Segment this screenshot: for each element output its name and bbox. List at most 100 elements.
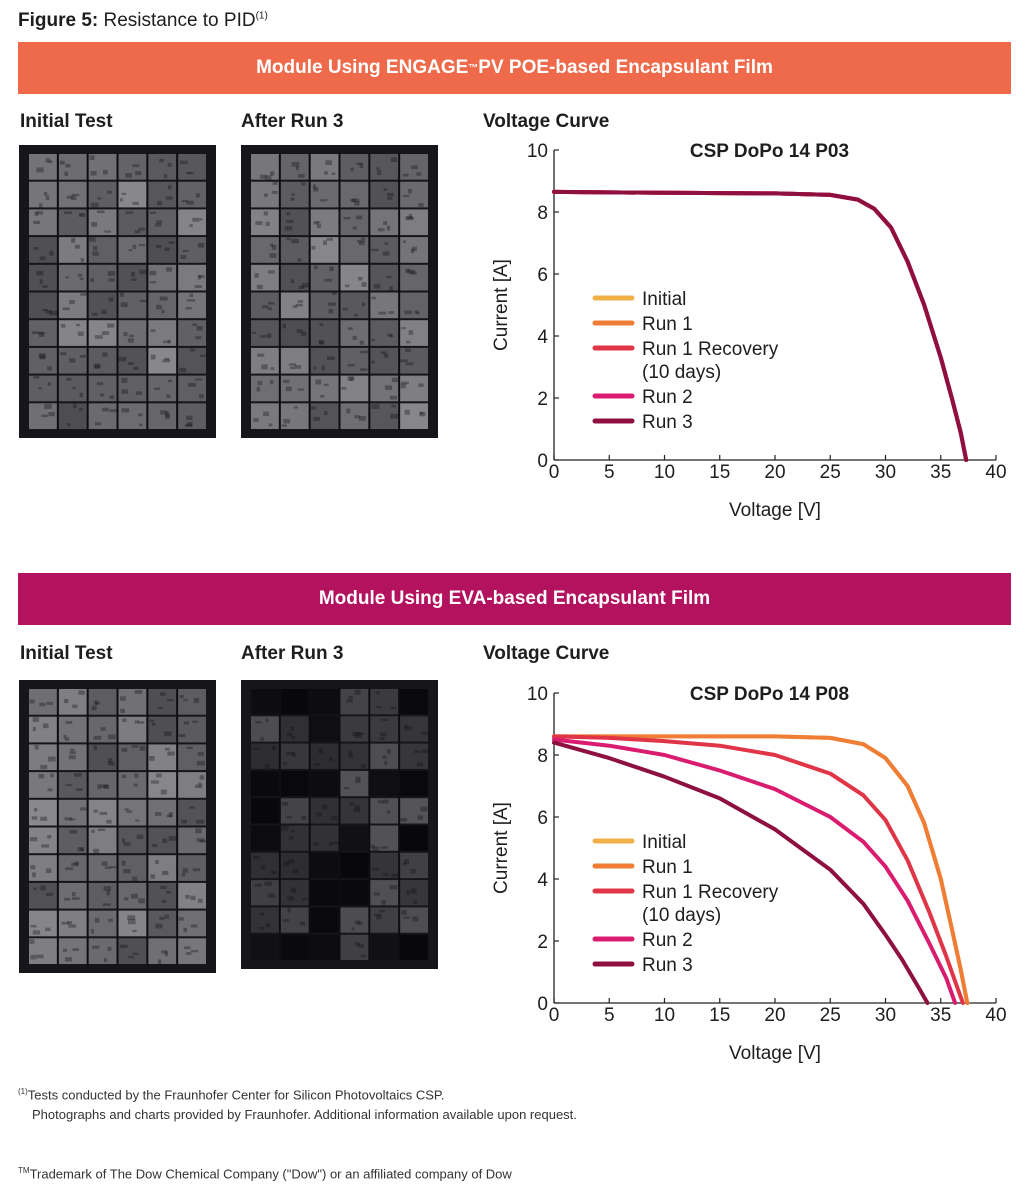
solar-cell bbox=[148, 347, 177, 374]
solar-cell bbox=[88, 320, 117, 346]
footnote-trademark: TMTrademark of The Dow Chemical Company … bbox=[18, 1166, 512, 1181]
cell-texture bbox=[382, 251, 390, 256]
cell-texture bbox=[381, 900, 387, 905]
cell-texture bbox=[412, 916, 419, 922]
solar-cell bbox=[118, 375, 147, 402]
solar-cell bbox=[280, 403, 309, 429]
cell-texture bbox=[319, 340, 325, 345]
cell-texture bbox=[316, 223, 322, 229]
cell-texture bbox=[151, 722, 156, 726]
x-tick-label: 15 bbox=[709, 462, 730, 483]
cell-texture bbox=[354, 689, 361, 695]
cell-texture bbox=[182, 868, 189, 873]
solar-cell bbox=[251, 798, 279, 824]
cell-texture bbox=[159, 296, 168, 301]
cell-texture bbox=[416, 172, 422, 176]
cell-texture bbox=[96, 210, 105, 214]
cell-texture bbox=[64, 897, 71, 901]
solar-cell bbox=[370, 403, 399, 429]
cell-texture bbox=[199, 218, 203, 221]
cell-texture bbox=[100, 784, 108, 788]
cell-texture bbox=[179, 367, 187, 373]
cell-texture bbox=[285, 386, 292, 392]
cell-texture bbox=[73, 403, 77, 408]
cell-texture bbox=[329, 266, 334, 272]
cell-texture bbox=[371, 360, 375, 364]
cell-texture bbox=[109, 409, 118, 413]
cell-texture bbox=[48, 412, 55, 417]
cell-texture bbox=[109, 866, 117, 869]
cell-texture bbox=[361, 764, 366, 769]
y-tick-label: 2 bbox=[537, 389, 548, 410]
cell-texture bbox=[358, 944, 365, 948]
cell-texture bbox=[79, 277, 84, 281]
cell-texture bbox=[421, 749, 430, 754]
cell-texture bbox=[272, 181, 278, 185]
cell-texture bbox=[352, 226, 357, 230]
cell-texture bbox=[357, 732, 364, 735]
cell-texture bbox=[79, 392, 84, 398]
cell-texture bbox=[159, 916, 165, 920]
solar-cell bbox=[148, 910, 177, 937]
solar-cell bbox=[280, 154, 309, 180]
cell-texture bbox=[32, 930, 41, 935]
cell-texture bbox=[167, 162, 172, 167]
cell-texture bbox=[400, 359, 408, 363]
cell-texture bbox=[149, 281, 157, 284]
cell-texture bbox=[267, 333, 272, 338]
solar-cell bbox=[370, 852, 399, 879]
cell-texture bbox=[107, 761, 115, 766]
cell-texture bbox=[297, 174, 305, 178]
solar-cell bbox=[340, 347, 369, 374]
cell-texture bbox=[373, 892, 380, 896]
cell-texture bbox=[39, 256, 46, 261]
solar-cell bbox=[370, 825, 399, 851]
solar-cell bbox=[88, 237, 117, 263]
x-tick-label: 35 bbox=[930, 1005, 951, 1026]
cell-texture bbox=[125, 211, 134, 215]
solar-cell bbox=[58, 938, 87, 964]
cell-texture bbox=[259, 174, 267, 179]
solar-cell bbox=[29, 375, 57, 402]
banner-text-pre: Module Using ENGAGE bbox=[256, 57, 469, 78]
module-photo-poe-initial bbox=[19, 145, 216, 438]
legend-label-sub: (10 days) bbox=[642, 905, 721, 926]
cell-texture bbox=[257, 353, 265, 357]
solar-cell bbox=[58, 855, 87, 881]
cell-texture bbox=[404, 725, 408, 728]
cell-texture bbox=[91, 829, 95, 833]
cell-texture bbox=[389, 395, 397, 400]
chart-heading-eva: Voltage Curve bbox=[483, 643, 610, 664]
cell-texture bbox=[196, 325, 203, 331]
cell-texture bbox=[109, 395, 114, 400]
cell-texture bbox=[329, 757, 333, 762]
legend-label: Run 1 Recovery bbox=[642, 339, 779, 360]
cell-texture bbox=[119, 198, 124, 202]
cell-texture bbox=[189, 293, 194, 298]
cell-texture bbox=[370, 844, 375, 848]
module-photo-poe-after bbox=[241, 145, 438, 438]
cell-texture bbox=[77, 331, 84, 337]
cell-texture bbox=[127, 362, 134, 365]
cell-texture bbox=[256, 284, 263, 289]
solar-cell bbox=[88, 882, 117, 909]
cell-texture bbox=[313, 187, 319, 192]
solar-cell bbox=[88, 154, 117, 180]
cell-texture bbox=[138, 227, 146, 231]
cell-texture bbox=[313, 366, 317, 370]
figure-title-text: Resistance to PID bbox=[103, 10, 256, 31]
cell-texture bbox=[314, 265, 318, 270]
cell-texture bbox=[132, 201, 139, 205]
cell-texture bbox=[47, 366, 52, 371]
cell-texture bbox=[30, 924, 37, 928]
solar-cell bbox=[251, 154, 279, 180]
x-axis-label: Voltage [V] bbox=[729, 1043, 821, 1064]
cell-texture bbox=[38, 203, 43, 208]
cell-texture bbox=[295, 303, 303, 307]
cell-texture bbox=[93, 809, 99, 813]
cell-texture bbox=[107, 271, 116, 276]
cell-texture bbox=[196, 819, 204, 824]
cell-texture bbox=[298, 285, 305, 290]
solar-cell bbox=[340, 825, 369, 851]
cell-texture bbox=[77, 847, 84, 852]
